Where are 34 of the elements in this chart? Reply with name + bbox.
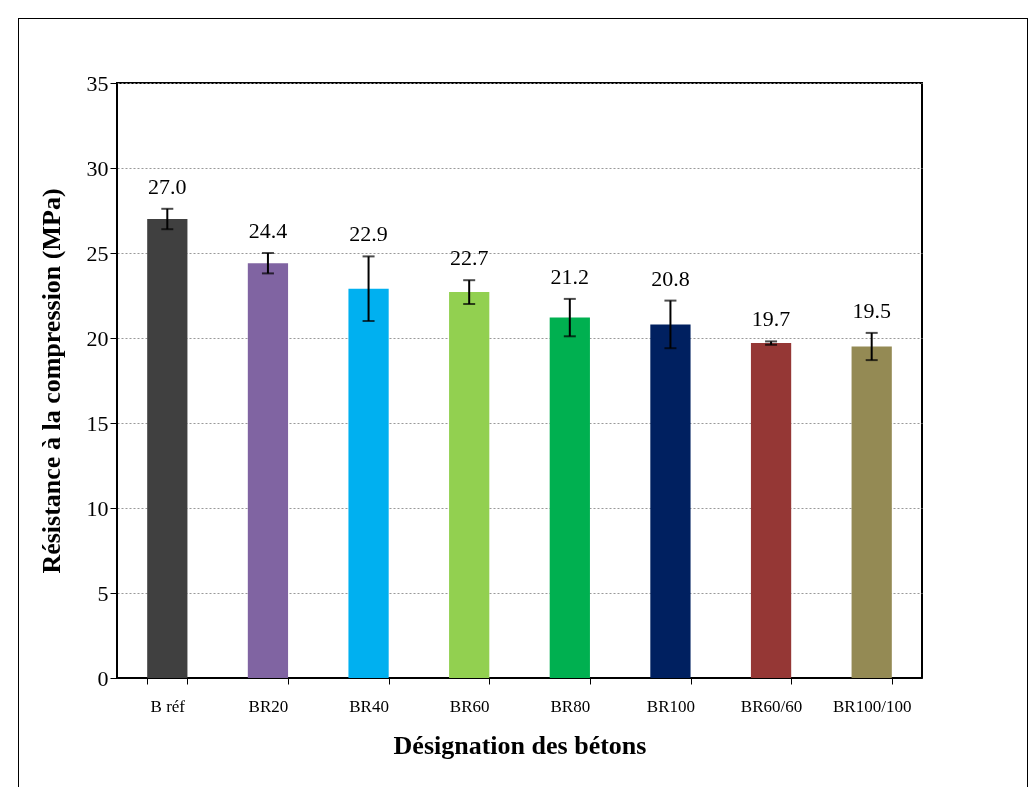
- y-tick-label: 0: [97, 665, 109, 691]
- x-axis-title: Désignation des bétons: [393, 730, 647, 760]
- x-tick-label: BR40: [349, 696, 389, 716]
- x-tick-label: BR20: [248, 696, 289, 716]
- bar: [750, 343, 792, 678]
- y-tick-label: 10: [86, 495, 109, 521]
- x-tick-label: B réf: [150, 696, 186, 716]
- data-label: 21.2: [550, 263, 590, 289]
- data-label: 19.5: [852, 297, 891, 323]
- x-tick-label: BR80: [550, 696, 591, 716]
- x-tick-label: BR100/100: [832, 696, 912, 716]
- data-label: 19.7: [751, 306, 791, 332]
- bar: [549, 317, 590, 678]
- bar: [247, 263, 289, 678]
- y-tick-label: 30: [86, 155, 109, 181]
- data-label: 22.7: [449, 245, 489, 271]
- y-tick-label: 35: [86, 70, 109, 96]
- data-label: 22.9: [349, 221, 388, 247]
- y-tick-label: 5: [97, 580, 109, 606]
- x-tick-label: BR100: [646, 696, 696, 716]
- data-label: 20.8: [651, 265, 690, 291]
- bar: [348, 288, 389, 678]
- y-tick-label: 15: [86, 410, 109, 436]
- bar: [851, 346, 892, 678]
- data-label: 24.4: [248, 218, 288, 243]
- x-tick-label: BR60/60: [740, 696, 803, 716]
- x-tick-label: BR60: [449, 696, 490, 716]
- data-label: 27.0: [148, 173, 187, 199]
- bar: [449, 292, 490, 678]
- y-tick-label: 25: [86, 240, 109, 266]
- y-axis-title: Résistance à la compression (MPa): [36, 188, 66, 574]
- bar: [650, 324, 691, 678]
- bar: [147, 219, 188, 678]
- y-tick-label: 20: [86, 325, 109, 351]
